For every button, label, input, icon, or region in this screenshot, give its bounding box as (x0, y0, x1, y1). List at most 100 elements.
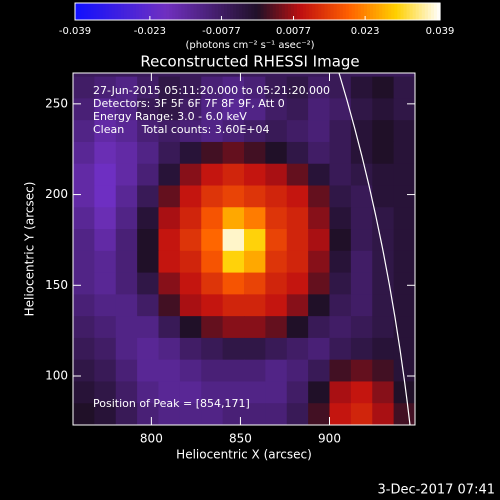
image-cell (244, 207, 266, 230)
image-cell (158, 98, 181, 121)
image-cell (179, 272, 202, 295)
colorbar-segment (144, 3, 149, 20)
colorbar-segment (108, 3, 113, 20)
image-cell (329, 163, 352, 186)
colorbar-segment (336, 3, 341, 20)
image-cell (308, 163, 330, 186)
colorbar-segment (412, 3, 417, 20)
image-cell (137, 381, 159, 404)
colorbar-segment (233, 3, 237, 20)
image-cell (265, 403, 288, 425)
colorbar-segment (324, 3, 329, 20)
image-cell (286, 250, 309, 274)
image-cell (94, 250, 117, 274)
colorbar-segment (266, 3, 271, 20)
image-cell (201, 207, 224, 230)
image-cell (372, 229, 395, 252)
y-tick-label: 100 (45, 369, 68, 383)
image-cell (308, 316, 330, 339)
image-cell (158, 403, 181, 425)
image-cell (179, 76, 202, 99)
annotation: Energy Range: 3.0 - 6.0 keV (93, 110, 247, 123)
image-cell (137, 316, 159, 339)
annotation: Clean Total counts: 3.60E+04 (93, 123, 270, 136)
image-cell (393, 141, 415, 165)
image-cell (137, 359, 159, 382)
image-cell (329, 76, 352, 99)
image-cell (372, 381, 395, 404)
colorbar-segment (132, 3, 137, 20)
image-cell (350, 250, 373, 274)
colorbar-segment (251, 3, 256, 20)
image-cell (286, 163, 309, 186)
image-cell (244, 337, 266, 361)
image-cell (222, 294, 245, 317)
image-cell (329, 359, 352, 382)
colorbar-tick-label: -0.039 (59, 26, 91, 37)
colorbar-segment (278, 3, 283, 20)
image-cell (308, 141, 330, 165)
image-cell (393, 316, 415, 339)
image-cell (94, 120, 117, 143)
image-cell (244, 250, 266, 274)
image-cell (94, 229, 117, 252)
colorbar-segment (394, 3, 399, 20)
colorbar-segment (433, 3, 438, 20)
image-cell (372, 207, 395, 230)
image-cell (94, 98, 117, 121)
colorbar-segment (257, 3, 262, 20)
colorbar-segment (342, 3, 347, 20)
image-cell (179, 359, 202, 382)
colorbar-segment (376, 3, 380, 20)
image-cell (222, 207, 245, 230)
image-cell (115, 403, 138, 425)
y-axis-label: Heliocentric Y (arcsec) (23, 182, 37, 317)
colorbar-segment (269, 3, 274, 20)
image-cell (222, 141, 245, 165)
colorbar-segment (211, 3, 216, 20)
colorbar-segment (275, 3, 280, 20)
footer: 3-Dec-2017 07:41 (378, 483, 496, 498)
image-cell (94, 403, 117, 425)
image-cell (286, 229, 309, 252)
colorbar-segment (224, 3, 228, 20)
image-cell (201, 98, 224, 121)
colorbar-segment (406, 3, 411, 20)
colorbar-segment (306, 3, 310, 20)
colorbar-segment (391, 3, 395, 20)
image-cell (137, 76, 159, 99)
image-cell (350, 98, 373, 121)
image-cell (308, 381, 330, 404)
image-cell (350, 120, 373, 143)
image-cell (372, 141, 395, 165)
image-cell (329, 250, 352, 274)
image-cell (244, 381, 266, 404)
image-cell (308, 76, 330, 99)
colorbar-frame (74, 2, 441, 21)
image-cell (222, 76, 245, 99)
colorbar-segment (272, 3, 277, 20)
image-cell (308, 98, 330, 121)
image-cell (265, 294, 288, 317)
image-cell (372, 359, 395, 382)
image-cell (329, 272, 352, 295)
image-cell (265, 272, 288, 295)
colorbar-segment (357, 3, 362, 20)
image-cell (308, 185, 330, 208)
image-cell (222, 229, 245, 252)
image-cell (244, 120, 266, 143)
image-cell (286, 272, 309, 295)
image-cell (179, 229, 202, 252)
image-cell (329, 316, 352, 339)
colorbar-segment (199, 3, 204, 20)
image-cell (265, 185, 288, 208)
image-cell (158, 359, 181, 382)
colorbar-tick-label: -0.023 (134, 26, 166, 37)
image-cell (393, 207, 415, 230)
image-cell (201, 163, 224, 186)
colorbar-segment (154, 3, 158, 20)
image-cell (73, 381, 95, 404)
image-cell (308, 403, 330, 425)
image-cell (179, 98, 202, 121)
